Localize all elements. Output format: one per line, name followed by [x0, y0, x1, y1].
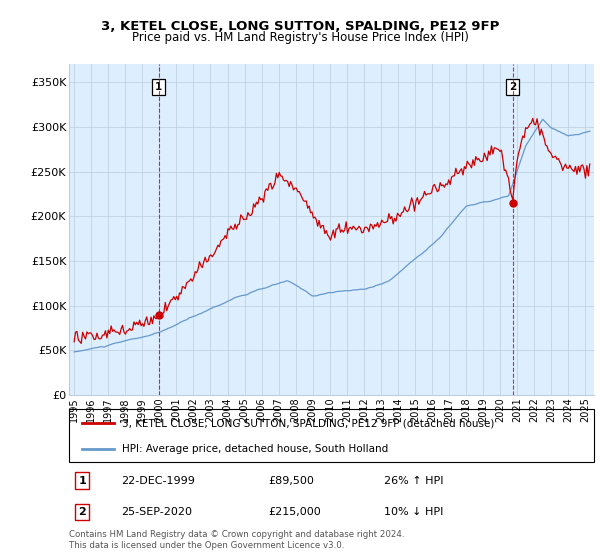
Text: £215,000: £215,000	[269, 507, 321, 517]
Text: 3, KETEL CLOSE, LONG SUTTON, SPALDING, PE12 9FP: 3, KETEL CLOSE, LONG SUTTON, SPALDING, P…	[101, 20, 499, 32]
Text: 2: 2	[509, 82, 517, 92]
Text: 1: 1	[78, 475, 86, 486]
Text: 26% ↑ HPI: 26% ↑ HPI	[384, 475, 443, 486]
Text: 25-SEP-2020: 25-SEP-2020	[121, 507, 193, 517]
Text: 22-DEC-1999: 22-DEC-1999	[121, 475, 196, 486]
Text: HPI: Average price, detached house, South Holland: HPI: Average price, detached house, Sout…	[121, 444, 388, 454]
Text: 1: 1	[155, 82, 163, 92]
Text: 10% ↓ HPI: 10% ↓ HPI	[384, 507, 443, 517]
Text: Price paid vs. HM Land Registry's House Price Index (HPI): Price paid vs. HM Land Registry's House …	[131, 31, 469, 44]
Text: 3, KETEL CLOSE, LONG SUTTON, SPALDING, PE12 9FP (detached house): 3, KETEL CLOSE, LONG SUTTON, SPALDING, P…	[121, 418, 494, 428]
Text: Contains HM Land Registry data © Crown copyright and database right 2024.
This d: Contains HM Land Registry data © Crown c…	[69, 530, 404, 550]
Text: 2: 2	[78, 507, 86, 517]
Text: £89,500: £89,500	[269, 475, 314, 486]
